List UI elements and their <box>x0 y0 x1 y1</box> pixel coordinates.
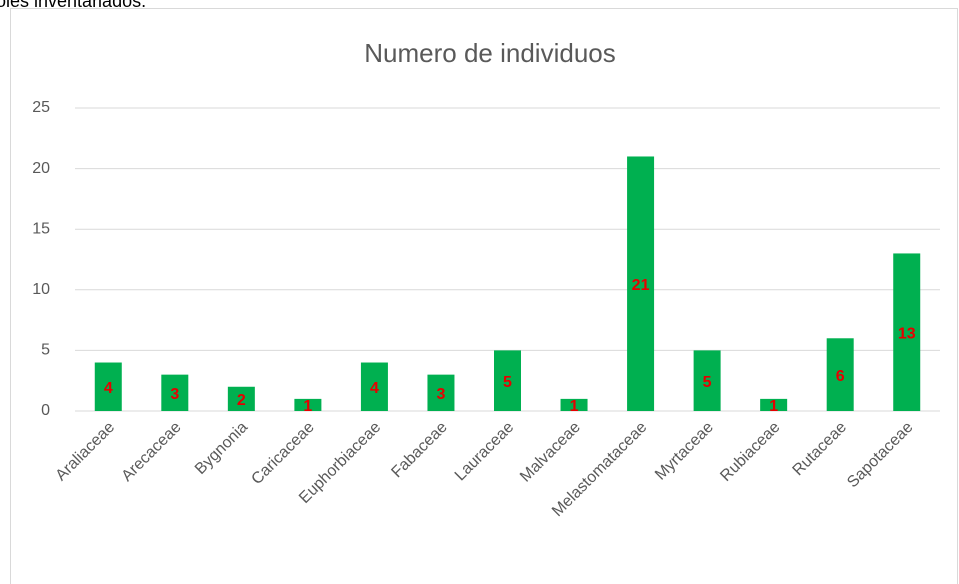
bar <box>94 362 122 411</box>
bar <box>294 398 322 411</box>
data-label: 1 <box>303 398 312 415</box>
data-label: 6 <box>836 368 845 385</box>
data-label: 2 <box>237 392 246 409</box>
data-label: 21 <box>632 277 650 294</box>
data-label: 4 <box>370 380 379 397</box>
data-label: 1 <box>570 398 579 415</box>
bar <box>494 350 521 411</box>
bar <box>760 398 788 411</box>
chart-title: Numero de individuos <box>364 38 615 68</box>
bar <box>893 253 921 411</box>
data-label: 4 <box>104 380 113 397</box>
caption: oles inventariados. <box>0 0 146 11</box>
data-label: 3 <box>170 386 179 403</box>
bar <box>560 398 588 411</box>
bar <box>826 338 854 411</box>
chart-border <box>10 8 958 584</box>
y-tick-label: 15 <box>32 220 50 237</box>
data-label: 13 <box>898 325 916 342</box>
data-label: 1 <box>769 398 778 415</box>
bar <box>427 374 455 411</box>
bar <box>227 386 255 411</box>
y-tick-label: 0 <box>41 402 50 419</box>
y-tick-label: 25 <box>32 99 50 116</box>
bar <box>627 156 655 411</box>
data-label: 5 <box>503 374 512 391</box>
data-label: 3 <box>437 386 446 403</box>
bar <box>360 362 388 411</box>
y-tick-label: 10 <box>32 281 50 298</box>
data-label: 5 <box>703 374 712 391</box>
bar <box>161 374 189 411</box>
y-tick-label: 5 <box>41 342 50 359</box>
y-tick-label: 20 <box>32 160 50 177</box>
bar <box>693 350 721 411</box>
